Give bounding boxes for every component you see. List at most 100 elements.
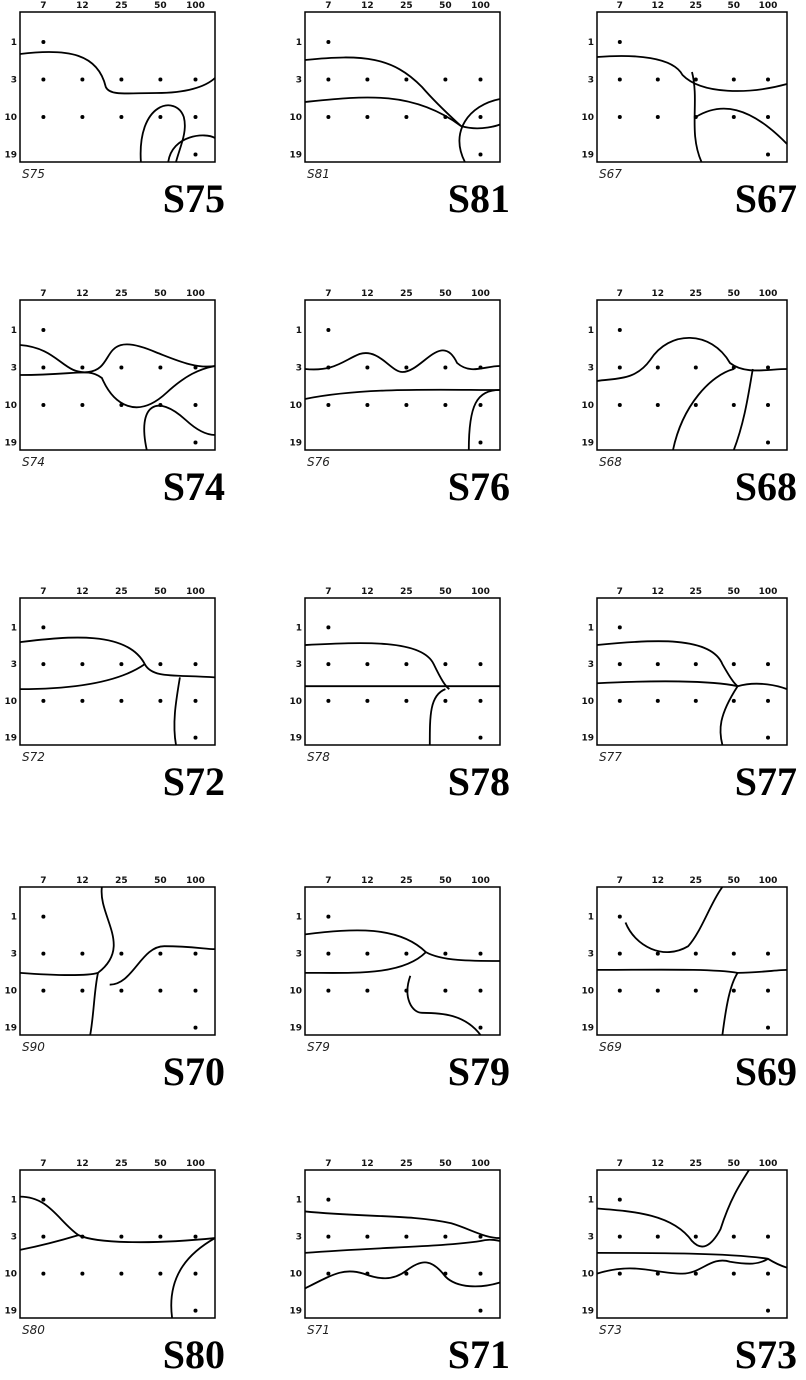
dot: [80, 1271, 85, 1276]
panel-title: S81: [448, 176, 510, 221]
dot: [617, 115, 622, 119]
y-label: 3: [588, 950, 594, 960]
panel: 7 12 25 50 100 1 3 10 19 S81 S81: [289, 1, 510, 221]
dot: [326, 40, 331, 44]
dot: [365, 698, 370, 703]
boundary-curve: [626, 887, 723, 952]
dot: [731, 403, 736, 407]
plot-frame: [596, 11, 788, 163]
x-label: 12: [652, 289, 665, 299]
x-label: 50: [439, 1, 452, 11]
x-label: 12: [652, 587, 665, 597]
x-label: 100: [759, 1, 778, 11]
x-label: 12: [361, 1, 374, 11]
panel-title: S72: [163, 759, 225, 804]
panel: 7 12 25 50 100 1 3 10 19 S75 S75: [4, 1, 225, 221]
dot: [693, 403, 698, 407]
y-label: 3: [11, 1233, 17, 1243]
dot: [193, 1025, 198, 1030]
x-label: 50: [154, 876, 167, 886]
y-label: 3: [11, 76, 17, 86]
handwritten-note: S90: [22, 1040, 45, 1054]
dot: [158, 988, 163, 993]
dot: [731, 698, 736, 703]
plot-frame: [304, 299, 501, 451]
x-label: 12: [76, 1, 89, 11]
panel-title: S79: [448, 1049, 510, 1094]
dot: [404, 365, 409, 370]
dot: [766, 662, 770, 667]
plot-frame: [19, 1169, 216, 1319]
y-label: 1: [296, 38, 302, 48]
panel-title: S70: [163, 1049, 225, 1094]
x-label: 25: [400, 1, 413, 11]
dot: [478, 152, 483, 157]
x-label: 12: [361, 1159, 374, 1169]
boundary-curve: [469, 390, 500, 450]
plot-frame: [596, 1169, 788, 1319]
curves: [305, 350, 500, 450]
y-label: 10: [581, 697, 594, 707]
boundary-curve: [692, 72, 702, 162]
handwritten-note: S72: [22, 750, 45, 764]
dot: [193, 115, 198, 119]
x-label: 25: [690, 1, 703, 11]
x-label: 50: [439, 289, 452, 299]
panel-title: S80: [163, 1332, 225, 1377]
dot: [326, 625, 331, 630]
dot: [655, 365, 660, 370]
y-label: 1: [11, 623, 17, 633]
boundary-curve: [430, 689, 446, 745]
x-label: 12: [652, 876, 665, 886]
dot: [41, 1197, 46, 1202]
panel-title: S76: [448, 464, 510, 509]
dot: [655, 115, 660, 119]
curves: [597, 641, 787, 745]
boundary-curve: [722, 973, 737, 1035]
dot: [655, 988, 660, 993]
x-label: 100: [186, 587, 205, 597]
dot: [766, 115, 770, 119]
boundary-curve: [20, 1235, 79, 1250]
y-label: 3: [11, 364, 17, 374]
dot: [443, 698, 448, 703]
dot: [41, 914, 46, 919]
boundary-curve: [20, 52, 215, 94]
dot: [655, 77, 660, 82]
y-label: 10: [289, 697, 302, 707]
boundary-curve: [305, 952, 426, 973]
dot: [478, 662, 483, 667]
y-label: 1: [11, 326, 17, 336]
panel: 7 12 25 50 100 1 3 10 19 S78 S78: [289, 587, 510, 804]
x-label: 50: [439, 1159, 452, 1169]
dot: [365, 403, 370, 407]
y-label: 19: [581, 1307, 594, 1317]
dot: [617, 365, 622, 370]
dot: [478, 440, 483, 445]
dot: [326, 115, 331, 119]
boundary-curve: [20, 1197, 215, 1243]
y-label: 19: [289, 1024, 302, 1034]
y-label: 10: [289, 113, 302, 123]
dot: [41, 365, 46, 370]
dot: [119, 1271, 124, 1276]
x-label: 12: [76, 289, 89, 299]
dot: [478, 698, 483, 703]
x-label: 12: [76, 876, 89, 886]
dot: [478, 735, 483, 740]
dot: [404, 403, 409, 407]
x-label: 7: [325, 1159, 331, 1169]
dot: [655, 403, 660, 407]
x-label: 100: [759, 587, 778, 597]
y-label: 19: [4, 439, 17, 449]
dot: [404, 1271, 409, 1276]
boundary-curve: [407, 976, 480, 1035]
dot: [478, 1271, 483, 1276]
panel-title: S68: [735, 464, 797, 509]
panel-title: S75: [163, 176, 225, 221]
dot: [693, 951, 698, 956]
dot: [80, 403, 85, 407]
x-label: 25: [115, 1, 128, 11]
y-label: 3: [588, 660, 594, 670]
